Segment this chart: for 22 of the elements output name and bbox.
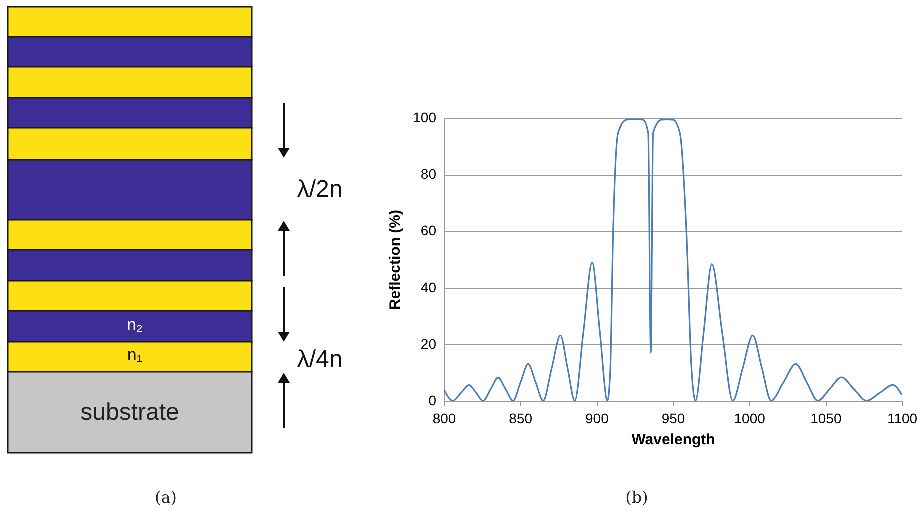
y-tick-label: 0 (428, 392, 437, 408)
y-tick-label: 60 (420, 222, 437, 239)
x-tick-label: 1050 (810, 410, 842, 426)
y-tick-label: 40 (420, 279, 437, 296)
y-tick-label: 80 (420, 166, 437, 182)
x-tick-label: 1000 (734, 410, 766, 426)
text: n₂ (126, 316, 144, 334)
y-axis-title: Reflection (%) (387, 210, 404, 310)
text: (b) (626, 488, 648, 507)
x-tick-label: 1100 (887, 410, 918, 426)
x-tick-label: 800 (432, 410, 456, 426)
y-tick-label: 20 (420, 336, 437, 352)
x-tick-label: 900 (585, 410, 610, 426)
text: λ/4n (297, 346, 343, 373)
text: λ/2n (297, 176, 343, 203)
text: (a) (154, 488, 178, 507)
x-tick-label: 850 (509, 410, 533, 426)
x-axis-title: Wavelength (632, 432, 716, 448)
y-tick-label: 100 (413, 110, 437, 126)
text: substrate (80, 399, 180, 426)
text: n₁ (127, 346, 143, 364)
x-tick-label: 950 (662, 410, 686, 426)
